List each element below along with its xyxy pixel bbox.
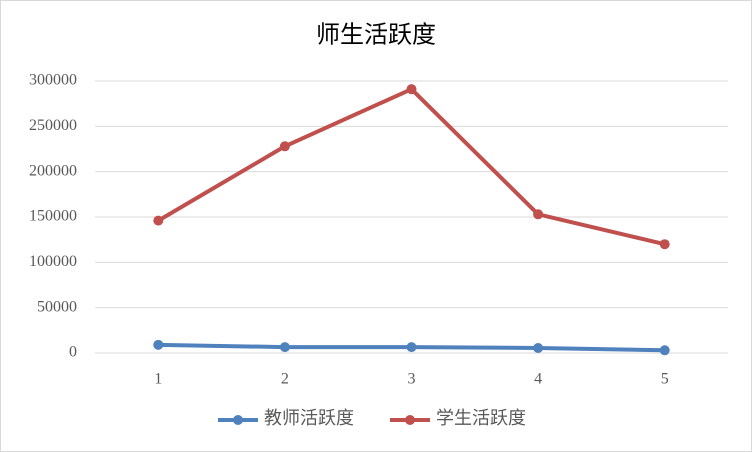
data-point [406, 342, 417, 353]
data-point [279, 141, 290, 152]
legend-marker [233, 415, 243, 425]
x-tick-label: 5 [661, 371, 669, 388]
x-tick-label: 3 [408, 371, 416, 388]
legend-label: 教师活跃度 [264, 408, 354, 428]
legend-marker [405, 415, 415, 425]
legend-label: 学生活跃度 [436, 408, 526, 428]
data-point [406, 84, 417, 95]
data-point [659, 239, 670, 250]
y-tick-label: 50000 [37, 298, 77, 315]
y-tick-label: 150000 [29, 208, 77, 225]
y-tick-label: 100000 [29, 253, 77, 270]
chart-title: 师生活跃度 [316, 22, 436, 49]
data-point [153, 215, 164, 226]
y-tick-label: 0 [69, 344, 77, 361]
y-tick-label: 300000 [29, 72, 77, 89]
data-point [279, 342, 290, 353]
x-tick-label: 4 [534, 371, 542, 388]
data-point [659, 345, 670, 356]
y-tick-label: 250000 [29, 117, 77, 134]
x-tick-label: 1 [154, 371, 162, 388]
data-point [533, 343, 544, 354]
y-tick-label: 200000 [29, 162, 77, 179]
x-tick-label: 2 [281, 371, 289, 388]
data-point [153, 339, 164, 350]
data-point [533, 209, 544, 220]
